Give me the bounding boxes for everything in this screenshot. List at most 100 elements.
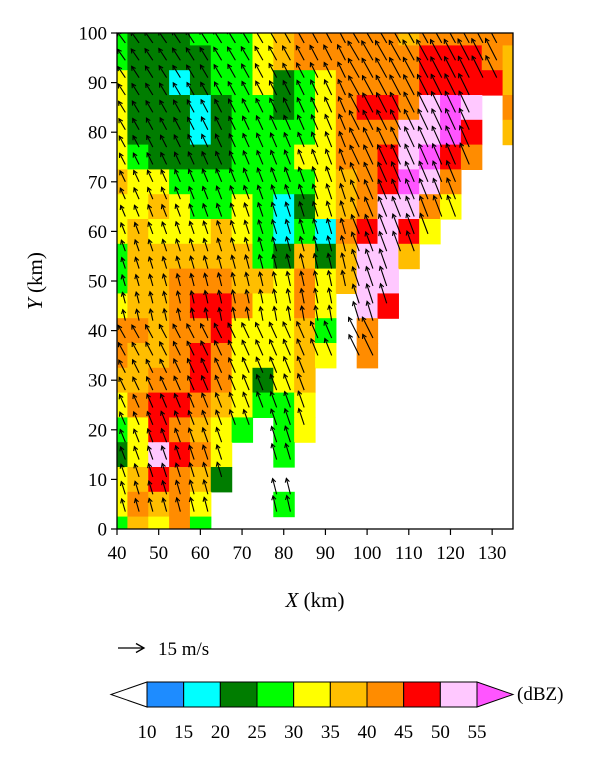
wind-vector [242,374,250,391]
wind-vector-head [159,358,165,364]
wind-vector-head [201,444,207,450]
wind-vector-head [296,62,301,68]
wind-vector [301,306,305,321]
wind-vector-head [404,177,410,184]
wind-vector-head [339,234,345,241]
wind-vector [309,45,319,61]
reflectivity-cell [356,95,379,121]
wind-vector-head [361,40,366,46]
wind-vector [378,214,388,235]
reflectivity-cell [210,70,233,96]
x-tick-label: 40 [108,543,127,564]
wind-vector-head [338,147,344,154]
wind-vector-head [375,57,381,63]
wind-vector-head [214,98,219,104]
wind-vector [199,47,209,61]
wind-vector-head [311,165,317,172]
wind-vector [285,478,291,495]
wind-vector-head [146,445,152,451]
wind-vector-head [131,65,136,71]
reflectivity-cell [117,293,129,319]
wind-vector-head [364,213,370,220]
wind-vector [135,291,140,304]
reflectivity-cell [356,268,379,294]
reflectivity-cell [294,243,316,270]
wind-vector [340,235,346,252]
wind-vector [269,115,278,130]
wind-vector-head [175,307,182,314]
wind-vector [337,62,346,78]
wind-vector-head [201,426,207,433]
wind-vector-head [340,269,346,276]
wind-vector [121,498,126,512]
wind-vector [188,427,195,443]
wind-vector [218,307,223,321]
wind-vector [133,411,140,426]
wind-vector-head [131,324,137,330]
reflectivity-cell [148,119,170,146]
wind-vector [458,73,470,96]
wind-vector-head [323,337,329,344]
wind-vector-head [147,479,153,486]
wind-vector-head [241,339,247,345]
wind-vector-head [282,97,288,103]
wind-vector [366,301,374,321]
wind-vector-head [340,252,346,258]
wind-vector [270,132,278,148]
wind-vector [120,222,126,235]
wind-vector [117,325,126,339]
wind-vector [161,204,168,217]
wind-vector [243,185,250,200]
wind-vector [243,168,250,183]
wind-vector-head [313,304,319,311]
wind-vector-head [242,149,248,156]
wind-vector [270,374,278,391]
wind-vector-head [348,92,354,98]
reflectivity-cell [335,194,358,220]
reflectivity-cell [169,194,191,220]
wind-vector [145,117,154,130]
wind-vector [242,33,250,44]
wind-vector [283,97,291,113]
wind-vector [259,289,264,304]
reflectivity-cell [419,219,441,245]
wind-vector-head [255,114,261,121]
wind-vector-head [403,73,408,80]
wind-vector-head [338,165,344,171]
wind-vector [215,168,223,183]
reflectivity-cell [273,392,295,418]
wind-vector [232,307,236,321]
wind-vector-head [242,408,248,415]
reflectivity-cell [315,268,337,294]
wind-vector-head [444,107,450,114]
reflectivity-cell [169,343,191,369]
wind-vector-head [147,203,153,210]
wind-vector-head [363,178,369,185]
wind-vector [246,307,250,321]
reflectivity-cell [127,442,149,468]
wind-vector [132,152,140,165]
wind-vector-head [403,91,409,97]
wind-vector [146,411,154,426]
wind-vector-head [269,114,275,121]
wind-vector [172,65,181,78]
wind-vector [391,161,401,183]
wind-vector [283,373,291,391]
reflectivity-cell [189,194,212,220]
wind-vector [175,480,181,495]
reflectivity-cell [398,243,420,270]
wind-vector-head [202,254,208,261]
wind-vector [203,238,209,252]
wind-vector-head [214,374,220,381]
wind-vector-head [258,288,264,295]
wind-vector-head [338,130,344,137]
wind-vector-head [213,63,219,70]
wind-vector-head [118,393,124,400]
reflectivity-cell [356,343,379,369]
reflectivity-cell [117,392,129,418]
reflectivity-cell [169,516,191,529]
y-tick-label: 50 [88,272,107,293]
wind-vector [172,47,181,61]
wind-vector-head [391,230,397,236]
wind-vector-head [227,98,233,104]
